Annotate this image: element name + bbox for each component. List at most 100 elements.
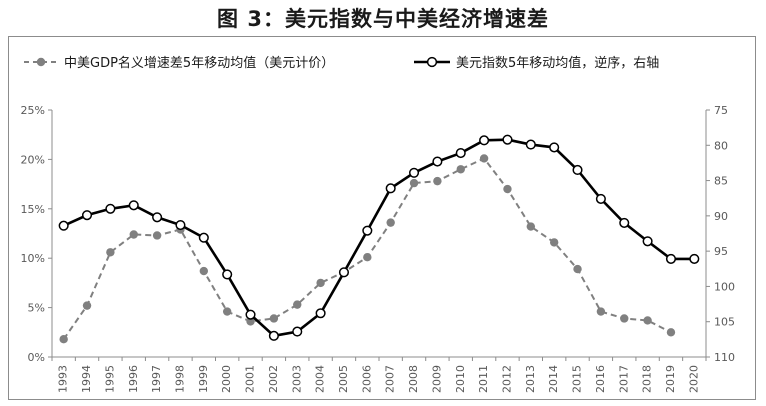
- x-tick-label: 2000: [220, 365, 233, 393]
- x-tick-label: 2015: [571, 365, 584, 393]
- growth-diff-point: [293, 300, 302, 309]
- right-tick-label: 95: [714, 245, 728, 258]
- dollar-index-point: [572, 164, 583, 176]
- x-tick-label: 2016: [594, 365, 607, 393]
- growth-diff-point: [666, 328, 676, 337]
- right-tick-label: 100: [714, 280, 735, 293]
- growth-diff-point: [363, 253, 372, 262]
- left-tick-label: 20%: [21, 153, 45, 166]
- growth-diff-point: [409, 178, 419, 188]
- x-tick-label: 2008: [407, 365, 420, 393]
- x-tick-label: 1997: [150, 365, 163, 393]
- growth-diff-point: [526, 222, 536, 231]
- dollar-index-point: [245, 309, 256, 320]
- dollar-index-point: [689, 253, 700, 264]
- dollar-index-point: [222, 269, 233, 280]
- x-tick-label: 2007: [384, 365, 397, 393]
- growth-diff-point: [573, 264, 582, 274]
- growth-diff-point: [199, 266, 209, 276]
- dollar-index-point: [128, 200, 139, 211]
- growth-diff-point: [549, 238, 559, 247]
- dollar-index-point: [595, 193, 606, 204]
- legend-label-growth-diff: 中美GDP名义增速差5年移动均值（美元计价）: [64, 55, 334, 71]
- dollar-index-point: [455, 147, 466, 159]
- dollar-index-point: [292, 326, 303, 337]
- growth-diff-point: [269, 314, 279, 323]
- x-tick-label: 2020: [687, 365, 700, 393]
- left-tick-label: 25%: [21, 104, 45, 117]
- dollar-index-point: [105, 203, 116, 214]
- growth-diff-point: [82, 301, 92, 310]
- growth-diff-point: [222, 307, 232, 316]
- x-tick-label: 2010: [454, 365, 467, 393]
- x-tick-label: 2003: [290, 365, 303, 393]
- dollar-index-point: [58, 220, 69, 231]
- series-dollar-index: [58, 134, 700, 341]
- growth-diff-point: [479, 154, 489, 163]
- x-tick-label: 1994: [80, 365, 93, 393]
- right-tick-label: 75: [714, 104, 728, 117]
- right-tick-label: 90: [714, 210, 728, 223]
- dollar-index-point: [642, 236, 653, 247]
- left-axis-ticks: 0% 5% 10% 15% 20% 25%: [21, 104, 52, 364]
- dollar-index-point: [525, 139, 536, 150]
- legend: 中美GDP名义增速差5年移动均值（美元计价） 美元指数5年移动均值，逆序，右轴: [24, 55, 659, 71]
- growth-diff-point: [59, 335, 68, 344]
- growth-diff-point: [456, 165, 465, 174]
- growth-diff-point: [503, 184, 512, 194]
- right-tick-label: 110: [714, 351, 735, 364]
- dollar-index-point: [408, 167, 420, 178]
- x-axis-ticks: 1993 1994 1995 1996 1997 1998 1999 2000 2001 2002…: [51, 357, 707, 393]
- legend-solid-marker: [426, 56, 438, 68]
- x-tick-label: 2017: [617, 365, 630, 393]
- x-tick-label: 1996: [127, 365, 140, 393]
- growth-diff-point: [316, 278, 325, 288]
- growth-diff-point: [152, 231, 162, 240]
- growth-diff-point: [106, 248, 115, 257]
- x-tick-label: 2019: [664, 365, 677, 393]
- right-tick-label: 80: [714, 139, 728, 152]
- x-tick-label: 2001: [244, 365, 257, 393]
- right-axis-ticks: 75 80 85 90 95 100 105 110: [706, 104, 735, 364]
- dollar-index-point: [198, 232, 209, 243]
- dollar-index-point: [268, 330, 279, 341]
- dollar-index-point: [175, 219, 186, 231]
- left-tick-label: 0%: [28, 351, 45, 364]
- x-tick-label: 2004: [314, 365, 327, 393]
- right-tick-label: 105: [714, 316, 735, 329]
- x-tick-label: 2006: [360, 365, 373, 393]
- legend-dashed-marker: [36, 57, 46, 67]
- dollar-index-point: [432, 156, 443, 167]
- x-tick-label: 2014: [547, 365, 560, 393]
- dollar-index-point: [385, 183, 396, 194]
- dollar-index-point: [152, 212, 163, 223]
- dollar-index-line: [63, 138, 695, 338]
- dollar-index-point: [362, 225, 373, 236]
- x-tick-label: 2018: [641, 365, 654, 393]
- growth-diff-point: [643, 316, 652, 325]
- growth-diff-line: [62, 157, 672, 340]
- left-tick-label: 5%: [28, 302, 45, 315]
- x-tick-label: 1995: [103, 365, 116, 393]
- dollar-index-point: [315, 308, 326, 319]
- x-tick-label: 2002: [267, 365, 280, 393]
- x-tick-label: 2009: [430, 365, 443, 393]
- growth-diff-point: [386, 218, 395, 227]
- chart-title: 图 3：美元指数与中美经济增速差: [217, 7, 549, 31]
- growth-diff-point: [129, 230, 138, 239]
- x-tick-label: 1993: [57, 365, 70, 393]
- left-tick-label: 15%: [21, 203, 45, 216]
- dollar-index-point: [549, 142, 560, 153]
- x-tick-label: 1999: [197, 365, 210, 393]
- right-tick-label: 85: [714, 175, 728, 188]
- x-tick-label: 2011: [477, 365, 490, 393]
- dollar-index-point: [665, 253, 677, 264]
- legend-label-dollar-index: 美元指数5年移动均值，逆序，右轴: [456, 55, 659, 71]
- dollar-index-point: [619, 217, 630, 228]
- x-tick-label: 2005: [337, 365, 350, 393]
- x-tick-label: 2012: [500, 365, 513, 393]
- dollar-index-point: [502, 134, 513, 145]
- chart-frame: [8, 36, 756, 400]
- growth-diff-point: [596, 307, 606, 316]
